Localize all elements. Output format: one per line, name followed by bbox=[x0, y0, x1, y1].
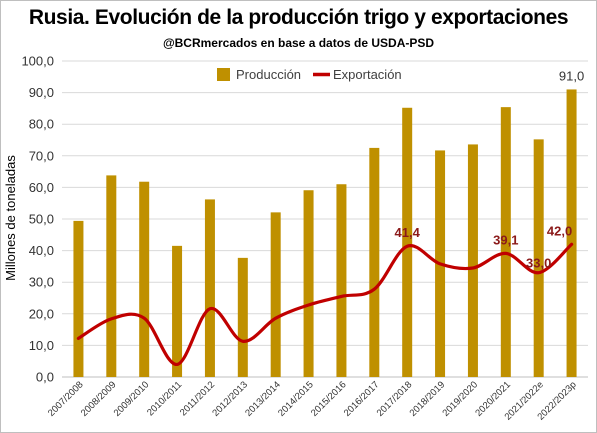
production-bar bbox=[566, 89, 577, 377]
export-line bbox=[76, 242, 574, 366]
production-bar bbox=[204, 199, 215, 377]
production-bar bbox=[303, 190, 314, 377]
data-labels: 41,4 39,1 33,0 42,0 91,0 bbox=[395, 68, 585, 270]
y-tick-label: 90,0 bbox=[29, 85, 54, 100]
data-label: 33,0 bbox=[526, 256, 551, 271]
production-bar bbox=[467, 144, 478, 377]
production-bar bbox=[533, 139, 544, 377]
production-bar bbox=[336, 184, 347, 377]
data-label: 91,0 bbox=[559, 68, 584, 83]
x-axis-ticks: 2007/20082008/20092009/20102010/20112011… bbox=[46, 379, 579, 422]
y-tick-label: 70,0 bbox=[29, 148, 54, 163]
gridlines bbox=[62, 60, 588, 378]
y-tick-label: 0,0 bbox=[36, 370, 54, 385]
y-tick-label: 10,0 bbox=[29, 338, 54, 353]
y-tick-label: 40,0 bbox=[29, 243, 54, 258]
production-bar bbox=[172, 245, 183, 377]
y-tick-label: 20,0 bbox=[29, 306, 54, 321]
legend-swatch-production bbox=[217, 68, 230, 81]
chart-title: Rusia. Evolución de la producción trigo … bbox=[28, 6, 569, 29]
production-bar bbox=[237, 257, 248, 377]
production-bar bbox=[73, 220, 84, 377]
production-bar bbox=[106, 175, 117, 377]
y-tick-label: 50,0 bbox=[29, 212, 54, 227]
production-bar bbox=[500, 107, 511, 378]
x-tick-label: 2009/2010 bbox=[112, 379, 152, 419]
export-line-layer bbox=[76, 242, 574, 366]
production-bar bbox=[270, 212, 281, 377]
y-tick-label: 100,0 bbox=[21, 54, 54, 69]
y-tick-label: 30,0 bbox=[29, 275, 54, 290]
legend-label-production: Producción bbox=[236, 67, 301, 82]
y-axis-ticks: 0,0 10,0 20,0 30,0 40,0 50,0 60,0 70,0 80,0 90,0 1… bbox=[21, 54, 54, 385]
y-tick-label: 80,0 bbox=[29, 117, 54, 132]
chart-subtitle: @BCRmercados en base a datos de USDA-PSD bbox=[162, 36, 435, 50]
production-bars bbox=[73, 89, 577, 378]
legend-label-export: Exportación bbox=[333, 67, 402, 82]
production-bar bbox=[139, 181, 150, 377]
y-tick-label: 60,0 bbox=[29, 180, 54, 195]
production-bar bbox=[402, 107, 413, 377]
legend: Producción Exportación bbox=[217, 67, 402, 82]
data-label: 41,4 bbox=[395, 225, 421, 240]
production-bar bbox=[369, 147, 380, 377]
x-tick-label: 2010/2011 bbox=[145, 379, 184, 418]
data-label: 42,0 bbox=[547, 223, 572, 238]
y-axis-label: Millones de toneladas bbox=[3, 155, 18, 281]
data-label: 39,1 bbox=[493, 232, 518, 247]
